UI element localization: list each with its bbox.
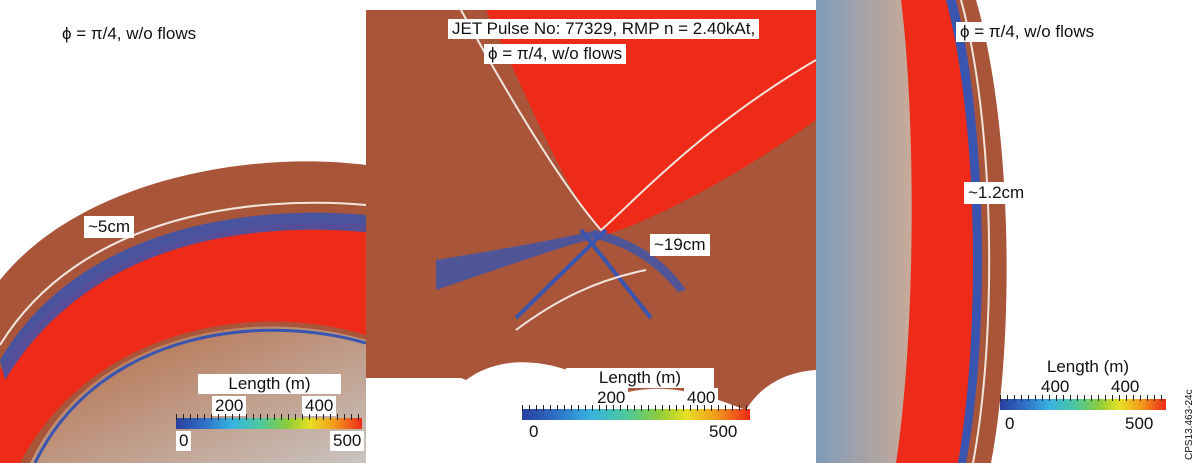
figure-code: CPS13.463-24c <box>1184 389 1195 460</box>
right-colorbar <box>1000 399 1166 410</box>
right-colorbar-min: 0 <box>1002 414 1018 434</box>
middle-colorbar-max: 500 <box>706 422 741 442</box>
middle-xpoint-leg-left <box>436 230 596 290</box>
middle-colorbar-tick-400: 400 <box>684 388 719 408</box>
middle-colorbar-tick-200: 200 <box>594 388 629 408</box>
middle-colorbar-ticks <box>522 405 750 411</box>
middle-cross-leg-b <box>579 228 653 320</box>
middle-colorbar-min: 0 <box>526 422 542 442</box>
left-blue-edge <box>0 212 366 380</box>
left-colorbar-ticks <box>176 414 362 420</box>
left-inner-boundary <box>33 328 366 463</box>
left-colorbar-tick-400: 400 <box>302 396 337 416</box>
middle-colorbar <box>522 409 750 420</box>
left-separatrix <box>0 201 366 346</box>
middle-lower-boundary <box>515 269 647 331</box>
left-colorbar-max: 500 <box>330 431 365 451</box>
right-separatrix <box>960 0 991 463</box>
right-stochastic-band <box>816 0 983 463</box>
right-colorbar-tick-a: 400 <box>1038 377 1073 397</box>
middle-separatrix <box>460 9 816 232</box>
left-colorbar <box>176 418 362 429</box>
right-field-plot <box>816 0 1007 463</box>
middle-title-line1: JET Pulse No: 77329, RMP n = 2.40kAt, <box>448 19 760 39</box>
right-annotation: ϕ = π/4, w/o flows <box>956 22 1099 42</box>
left-colorbar-min: 0 <box>176 431 192 451</box>
left-annotation: ϕ = π/4, w/o flows <box>62 24 197 43</box>
right-colorbar-max: 500 <box>1122 414 1157 434</box>
middle-field-plot <box>366 9 816 410</box>
left-colorbar-tick-200: 200 <box>212 396 247 416</box>
middle-title-line2: ϕ = π/4, w/o flows <box>484 44 627 64</box>
right-colorbar-ticks <box>1000 395 1166 401</box>
right-blue-edge <box>946 0 983 463</box>
right-colorbar-tick-b: 400 <box>1108 377 1143 397</box>
middle-width-label: ~19cm <box>650 234 710 256</box>
right-width-label: ~1.2cm <box>964 182 1029 204</box>
middle-colorbar-title: Length (m) <box>566 368 714 388</box>
middle-stochastic-region <box>486 10 816 235</box>
left-width-label: ~5cm <box>84 216 135 238</box>
panel-right: ϕ = π/4, w/o flows ~1.2cm Length (m) 400… <box>816 0 1180 463</box>
right-colorbar-title: Length (m) <box>1024 357 1152 377</box>
panel-left: ϕ = π/4, w/o flows ~5cm Length (m) 200 4… <box>0 0 366 463</box>
right-core-region <box>816 0 912 463</box>
panel-middle: JET Pulse No: 77329, RMP n = 2.40kAt, ϕ … <box>366 0 816 463</box>
left-colorbar-title: Length (m) <box>198 374 341 394</box>
